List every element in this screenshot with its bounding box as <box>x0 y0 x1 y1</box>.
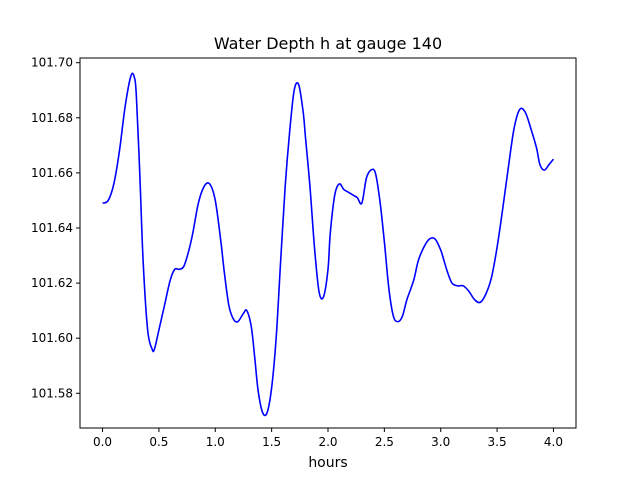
chart-title: Water Depth h at gauge 140 <box>214 34 442 53</box>
y-tick-label: 101.58 <box>31 386 73 400</box>
x-tick-label: 0.5 <box>149 435 168 449</box>
x-tick-label: 1.0 <box>206 435 225 449</box>
x-tick-label: 0.0 <box>93 435 112 449</box>
series-line <box>102 72 555 417</box>
y-tick-label: 101.60 <box>31 331 73 345</box>
x-tick-label: 3.0 <box>431 435 450 449</box>
x-axis-label: hours <box>308 455 347 471</box>
x-tick-label: 2.5 <box>375 435 394 449</box>
y-tick-label: 101.70 <box>31 56 73 70</box>
x-axis-ticks: 0.0 0.5 1.0 1.5 2.0 2.5 3.0 3.5 4.0 <box>93 428 563 449</box>
plot-area <box>80 58 576 428</box>
y-tick-label: 101.62 <box>31 276 73 290</box>
series-layer <box>102 72 555 417</box>
x-tick-label: 2.0 <box>318 435 337 449</box>
y-axis-ticks: 101.58 101.60 101.62 101.64 101.66 101.68 101.… <box>31 56 80 400</box>
x-tick-label: 1.5 <box>262 435 281 449</box>
y-tick-label: 101.64 <box>31 221 73 235</box>
y-tick-label: 101.68 <box>31 111 73 125</box>
y-tick-label: 101.66 <box>31 166 73 180</box>
x-tick-label: 3.5 <box>488 435 507 449</box>
x-tick-label: 4.0 <box>544 435 563 449</box>
